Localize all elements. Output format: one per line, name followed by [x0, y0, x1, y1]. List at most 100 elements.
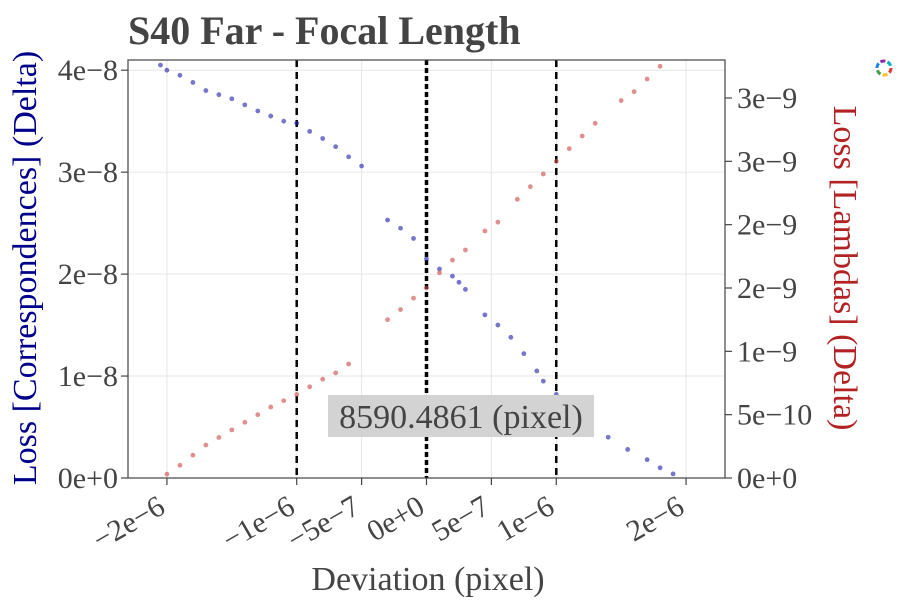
series-1-point-10: [294, 392, 300, 397]
series-0-point-9: [268, 113, 274, 119]
series-0-point-28: [521, 351, 527, 357]
chart-title: S40 Far - Focal Length: [128, 8, 521, 53]
x-tick-label-0: −2e−6: [87, 489, 170, 556]
series-1-point-34: [657, 63, 663, 69]
series-0-point-1: [164, 67, 170, 73]
series-1-point-20: [450, 257, 455, 263]
series-0-point-29: [534, 368, 540, 374]
series-1-point-25: [527, 184, 533, 190]
series-1-point-13: [333, 370, 339, 376]
series-0-point-21: [437, 266, 442, 272]
series-1-point-18: [424, 285, 429, 291]
y-right-tick-label-2: 1e−9: [737, 335, 797, 368]
series-1-point-19: [437, 270, 442, 276]
y-left-tick-label-1: 1e−8: [58, 360, 118, 393]
series-0-point-0: [158, 62, 163, 68]
series-0-point-30: [540, 378, 546, 384]
series-1-point-21: [463, 247, 468, 253]
series-0-point-4: [203, 88, 209, 93]
y-left-tick-label-2: 2e−8: [58, 258, 118, 291]
y-right-axis-label: Loss [Lambdas] (Delta): [826, 106, 863, 431]
series-1-point-14: [346, 361, 352, 367]
series-0-point-13: [320, 136, 326, 141]
series-1-point-1: [177, 462, 183, 468]
series-0-point-37: [625, 447, 631, 452]
y-right-tick-label-3: 2e−9: [737, 272, 797, 305]
y-right-axis-ticks: 0e+0 5e−10 1e−9 2e−9 2e−9 3e−9 3e−9: [725, 82, 812, 495]
series-1-point-24: [514, 196, 520, 202]
series-0-point-16: [359, 163, 365, 169]
series-0-point-7: [242, 102, 248, 108]
series-1-point-9: [281, 398, 287, 404]
series-0-point-15: [346, 154, 352, 160]
series-1-point-27: [553, 158, 559, 164]
y-left-axis-label: Loss [Correspondences] (Delta): [7, 51, 44, 485]
series-0-point-14: [333, 144, 339, 150]
series-0-point-3: [190, 80, 196, 85]
annotation-box: 8590.4861 (pixel): [328, 395, 594, 437]
data-points: [158, 62, 676, 477]
series-0-point-27: [508, 334, 514, 340]
series-0-point-22: [450, 273, 455, 279]
y-right-tick-label-6: 3e−9: [737, 82, 797, 115]
series-1-point-8: [268, 404, 274, 410]
x-tick-label-4: 5e−7: [426, 489, 495, 548]
x-axis-ticks: −2e−6 −1e−6−5e−70e+05e−71e−6 2e−6: [87, 478, 690, 557]
y-right-tick-label-0: 0e+0: [737, 462, 797, 495]
toolbar-logo-icon[interactable]: [874, 58, 893, 77]
x-tick-label-5: 1e−6: [491, 489, 560, 548]
x-axis-label: Deviation (pixel): [311, 561, 544, 598]
annotation-background: [328, 395, 594, 437]
x-tick-label-6: 2e−6: [621, 489, 690, 548]
series-0-point-39: [657, 465, 663, 471]
series-0-point-19: [411, 236, 416, 241]
series-0-point-18: [398, 225, 403, 231]
series-1-point-5: [229, 427, 235, 433]
series-1-point-17: [411, 295, 416, 301]
y-left-tick-label-3: 3e−8: [58, 156, 118, 189]
series-1-point-30: [592, 120, 598, 126]
series-1-point-32: [631, 89, 637, 95]
series-1-point-7: [255, 412, 261, 418]
series-0-point-24: [463, 286, 468, 292]
series-0-point-2: [177, 72, 183, 78]
y-right-tick-label-1: 5e−10: [737, 399, 812, 432]
y-left-tick-label-4: 4e−8: [58, 54, 118, 87]
series-1-point-0: [164, 471, 170, 477]
series-0-point-5: [216, 92, 222, 98]
series-1-point-29: [579, 133, 585, 139]
series-0-point-23: [456, 279, 462, 285]
y-right-tick-label-4: 2e−9: [737, 209, 797, 242]
y-left-axis-ticks: 0e+0 1e−8 2e−8 3e−8 4e−8: [58, 54, 128, 495]
series-1-point-22: [482, 228, 488, 234]
y-left-tick-label-0: 0e+0: [58, 462, 118, 495]
series-0-point-20: [424, 256, 429, 262]
x-tick-label-3: 0e+0: [361, 489, 430, 548]
series-1-point-28: [566, 146, 572, 152]
series-1-point-26: [540, 171, 546, 177]
annotation-text: 8590.4861 (pixel): [339, 399, 583, 436]
series-0-point-38: [644, 457, 650, 463]
series-0-point-8: [255, 108, 261, 114]
series-1-point-6: [242, 419, 248, 425]
series-1-point-23: [495, 219, 501, 225]
x-tick-label-1: −1e−6: [217, 489, 300, 556]
series-1-point-12: [320, 376, 326, 382]
series-1-point-4: [216, 435, 222, 440]
series-0-point-11: [294, 120, 300, 126]
y-right-tick-label-5: 3e−9: [737, 145, 797, 178]
series-1-point-33: [644, 76, 650, 82]
series-1-point-31: [618, 98, 624, 103]
series-0-point-25: [482, 312, 488, 318]
series-0-point-40: [670, 471, 676, 477]
series-1-point-11: [307, 384, 313, 390]
series-1-point-2: [190, 452, 196, 458]
series-0-point-36: [605, 434, 611, 440]
series-0-point-12: [307, 128, 313, 134]
series-1-point-16: [398, 307, 403, 312]
series-0-point-26: [495, 322, 501, 328]
series-1-point-3: [203, 442, 209, 448]
series-0-point-17: [385, 217, 390, 223]
series-1-point-15: [385, 317, 390, 323]
